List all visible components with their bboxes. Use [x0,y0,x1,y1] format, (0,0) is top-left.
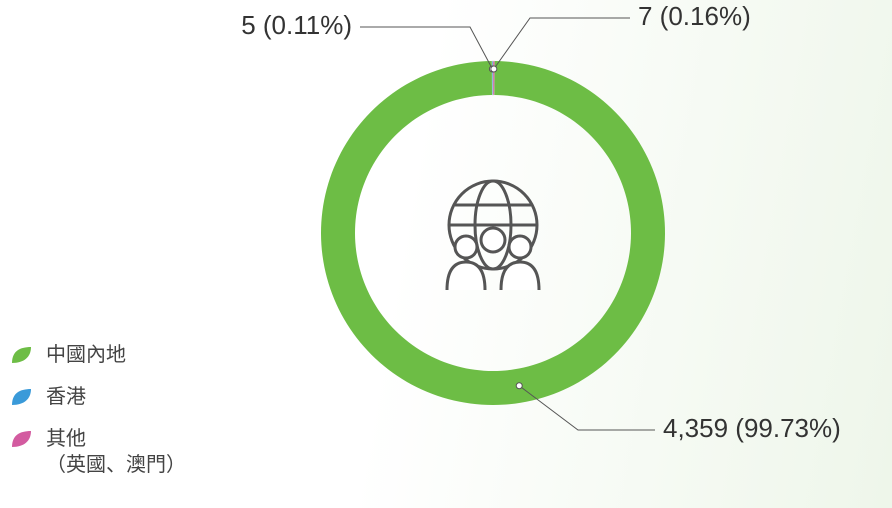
leaf [12,347,31,363]
legend: 中國內地香港其他 （英國、澳門） [10,342,186,494]
value-label: 7 (0.16%) [638,1,751,31]
legend-label: 其他 （英國、澳門） [46,428,186,476]
legend-item: 其他 （英國、澳門） [10,426,186,478]
legend-item: 香港 [10,384,186,410]
center-icon [445,179,541,291]
leader-dot [490,65,498,73]
legend-swatch [12,389,31,405]
leaf [12,389,31,405]
leader-line [493,17,630,70]
leader-dot [515,382,523,390]
value-label: 4,359 (99.73%) [663,413,841,443]
value-label: 5 (0.11%) [241,10,352,40]
leader-line [518,385,655,431]
leaf [12,431,31,447]
legend-item: 中國內地 [10,342,186,368]
legend-swatch [12,347,31,363]
legend-label: 香港 [46,386,86,408]
legend-swatch [12,431,31,447]
leader-line [360,26,493,70]
legend-label: 中國內地 [46,344,126,366]
